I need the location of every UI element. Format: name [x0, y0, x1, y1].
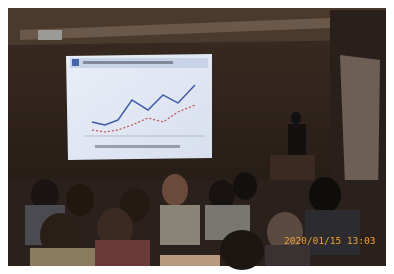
slide-badge — [72, 59, 79, 66]
photo: 2020/01/15 13:03 — [0, 0, 394, 274]
projector — [38, 30, 62, 40]
curtain — [340, 55, 380, 200]
slide-caption — [95, 145, 180, 148]
timestamp: 2020/01/15 13:03 — [284, 236, 376, 247]
speaker-head — [291, 112, 301, 124]
slide-title — [83, 61, 173, 64]
